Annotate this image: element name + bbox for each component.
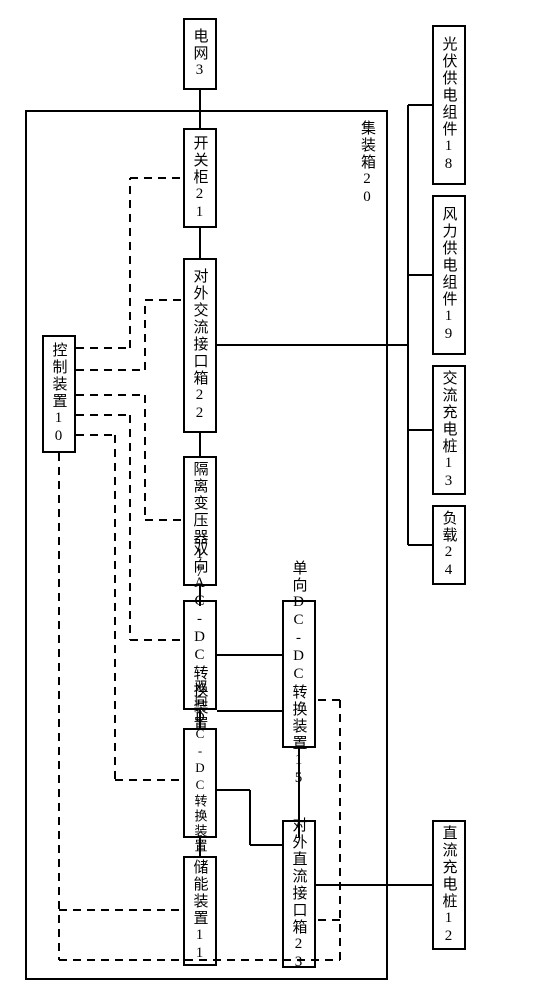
label-ac_if22: 对外交流接口箱22 bbox=[190, 268, 211, 423]
node-ctrl10: 控制装置10 bbox=[42, 335, 76, 453]
node-ac_pile13: 交流充电桩13 bbox=[432, 365, 466, 495]
node-wind19: 风力供电组件19 bbox=[432, 195, 466, 355]
label-ctrl10: 控制装置10 bbox=[49, 342, 70, 446]
label-pv18: 光伏供电组件18 bbox=[439, 36, 460, 174]
label-grid3: 电网3 bbox=[190, 28, 211, 80]
label-container20: 集装箱20 bbox=[357, 120, 378, 207]
label-load24: 负载24 bbox=[439, 510, 460, 580]
node-dc_if23: 对外直流接口箱23 bbox=[282, 820, 316, 968]
node-uni_dcdc15: 单向DC-DC转换装置15 bbox=[282, 600, 316, 748]
label-dc_pile12: 直流充电桩12 bbox=[439, 825, 460, 946]
label-storage11: 储能装置11 bbox=[190, 859, 211, 963]
node-grid3: 电网3 bbox=[183, 18, 217, 90]
node-bi_dcdc16b: 双向DC-DC转换装置16 bbox=[183, 728, 217, 838]
label-dc_if23: 对外直流接口箱23 bbox=[289, 817, 310, 972]
label-wind19: 风力供电组件19 bbox=[439, 206, 460, 344]
label-ac_pile13: 交流充电桩13 bbox=[439, 370, 460, 491]
label-uni_dcdc15: 单向DC-DC转换装置15 bbox=[289, 560, 310, 788]
node-load24: 负载24 bbox=[432, 505, 466, 585]
node-dc_pile12: 直流充电桩12 bbox=[432, 820, 466, 950]
node-pv18: 光伏供电组件18 bbox=[432, 25, 466, 185]
node-storage11: 储能装置11 bbox=[183, 856, 217, 966]
node-switch21: 开关柜21 bbox=[183, 128, 217, 228]
label-switch21: 开关柜21 bbox=[190, 135, 211, 222]
node-ac_if22: 对外交流接口箱22 bbox=[183, 258, 217, 433]
